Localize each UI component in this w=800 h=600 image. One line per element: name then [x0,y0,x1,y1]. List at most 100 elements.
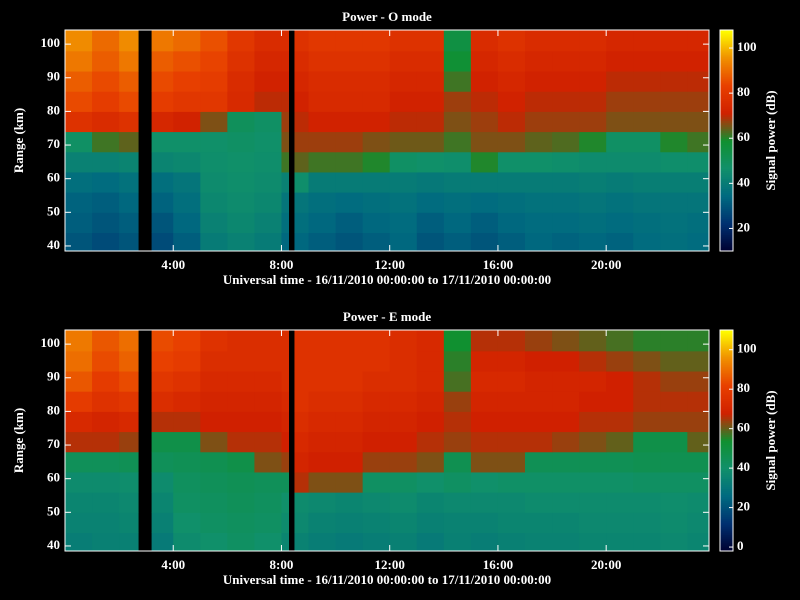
heatmap-cell [151,71,174,92]
heatmap-cell [92,192,120,213]
colorbar-swatch [720,396,733,399]
heatmap-cell [92,91,120,112]
heatmap-cell [335,111,364,133]
heatmap-cell [552,50,580,72]
heatmap-cell [416,371,445,392]
colorbar-swatch [720,352,733,355]
plot-frame [64,329,710,552]
heatmap-cell [660,431,688,453]
heatmap-cell [335,71,364,92]
heatmap-cell [151,30,174,52]
heatmap-cell [525,431,553,453]
heatmap-cell [497,212,526,233]
heatmap-cell [92,492,120,513]
x-tick-label: 16:00 [483,557,513,572]
heatmap-cell [281,171,290,193]
colorbar-swatch [720,464,733,468]
colorbar-swatch [720,358,733,361]
colorbar-swatch [720,532,733,536]
heatmap-cell [687,330,710,352]
heatmap-cell [606,171,634,193]
heatmap-cell [579,192,607,213]
heatmap-cell [389,151,418,173]
heatmap-cell [254,431,282,453]
heatmap-cell [151,492,174,513]
heatmap-cell [579,391,607,412]
heatmap-cell [606,212,634,233]
colorbar-swatch [720,92,733,95]
heatmap-cell [525,391,553,412]
heatmap-cell [65,431,93,453]
heatmap-cell [200,91,228,112]
heatmap-cell [525,512,553,533]
heatmap-cell [281,131,290,153]
heatmap-cell [254,111,282,133]
colorbar-swatch [720,430,733,433]
heatmap-cell [525,492,553,513]
colorbar-swatch [720,470,733,474]
colorbar-swatch [720,72,733,75]
heatmap-cell [525,50,553,72]
colorbar-swatch [720,506,733,510]
heatmap-cell [687,71,710,92]
heatmap-cell [65,532,93,552]
colorbar-swatch [720,126,733,129]
heatmap-cell [660,411,688,433]
heatmap-cell [308,330,337,352]
heatmap-cell [65,471,93,493]
heatmap-cell [281,431,290,453]
heatmap-cell [254,532,282,552]
heatmap-cell [497,431,526,453]
heatmap-cell [254,451,282,473]
colorbar-swatch [720,166,733,170]
heatmap-cell [470,371,499,392]
heatmap-cell [606,111,634,133]
colorbar-swatch [720,446,733,450]
heatmap-cell [200,371,228,392]
colorbar-swatch [720,206,733,210]
heatmap-cell [308,111,337,133]
heatmap-cell [119,411,139,433]
heatmap-cell [416,492,445,513]
heatmap-cell [416,171,445,193]
heatmap-cell [362,232,391,252]
colorbar-swatch [720,202,733,206]
y-axis-label: Range (km) [11,108,26,173]
colorbar-swatch [720,136,733,139]
heatmap-cell [227,30,255,52]
heatmap-cell [92,532,120,552]
heatmap-cell [92,391,120,412]
heatmap-cell [660,532,688,552]
heatmap-cell [606,91,634,112]
heatmap-cell [633,350,661,372]
colorbar-tick-label: 80 [737,84,750,99]
colorbar-swatch [720,140,733,144]
colorbar-tick-label: 40 [737,174,750,189]
colorbar-swatch [720,466,733,470]
heatmap-cell [497,391,526,412]
colorbar-swatch [720,68,733,71]
heatmap-cell [173,212,201,233]
heatmap-cell [65,371,93,392]
colorbar-swatch [720,172,733,176]
heatmap-cell [281,512,290,533]
heatmap-cell [497,512,526,533]
heatmap-cell [254,71,282,92]
x-tick-label: 8:00 [270,257,294,272]
y-tick-label: 50 [47,503,60,518]
heatmap-cell [92,212,120,233]
heatmap-cell [65,171,93,193]
heatmap-cell [362,151,391,173]
colorbar-swatch [720,232,733,236]
heatmap-cell [660,371,688,392]
heatmap-cell [281,30,290,52]
colorbar-swatch [720,408,733,411]
heatmap-cell [173,171,201,193]
heatmap-cell [416,232,445,252]
heatmap-cell [173,330,201,352]
colorbar-swatch [720,384,733,387]
heatmap-cell [294,512,310,533]
heatmap-cell [660,91,688,112]
colorbar-swatch [720,342,733,345]
heatmap-cell [200,111,228,133]
